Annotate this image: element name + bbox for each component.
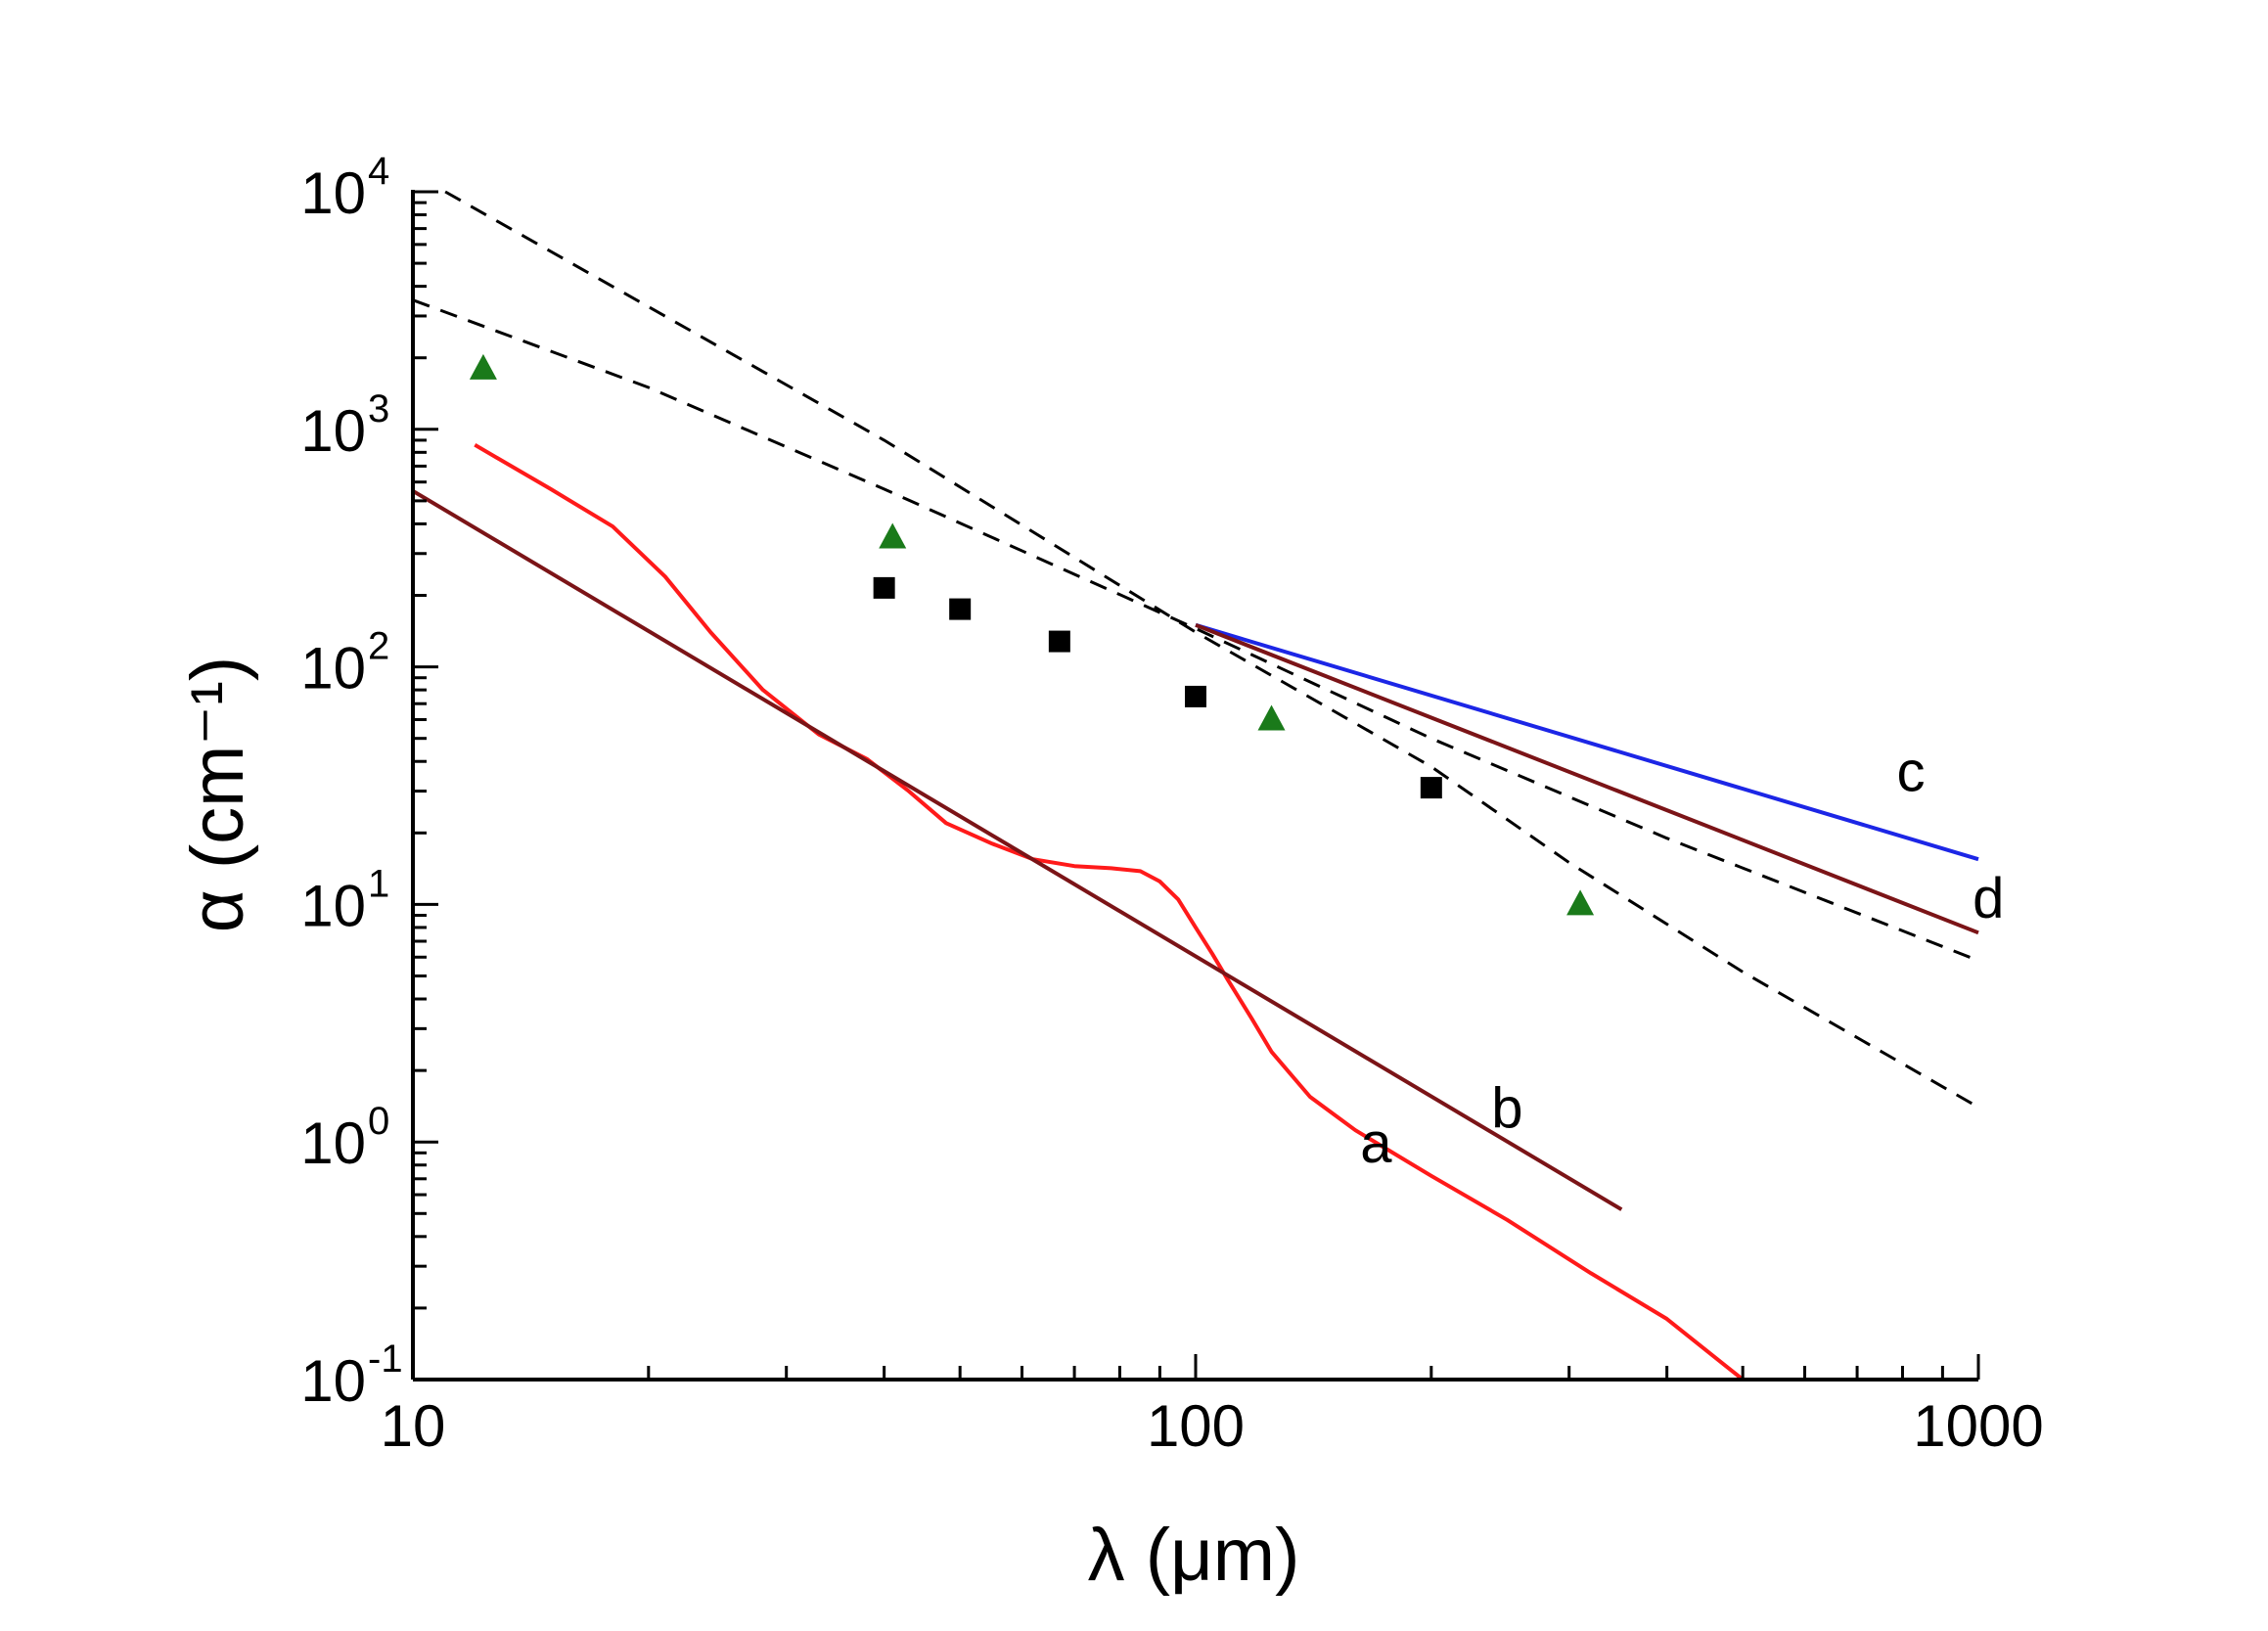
series-line-dashed-upper [444, 190, 1979, 1110]
data-point-triangle [1257, 704, 1286, 731]
series-line-a [474, 442, 1745, 1382]
y-tick-label: 10 [300, 1110, 366, 1176]
x-axis-title: λ (μm) [1088, 1514, 1300, 1597]
data-point-square [1048, 630, 1070, 653]
data-point-square [1185, 685, 1206, 707]
data-point-triangle [469, 353, 497, 380]
y-tick-label: 10 [300, 160, 366, 226]
x-tick-label: 10 [381, 1393, 446, 1459]
series-line-d [1195, 622, 1979, 935]
curve-label-a: a [1360, 1111, 1392, 1175]
curve-label-b: b [1491, 1076, 1522, 1140]
data-point-triangle [879, 522, 907, 549]
series-line-b [411, 489, 1623, 1211]
curve-label-d: d [1973, 867, 2004, 930]
data-point-square [873, 576, 895, 599]
y-tick-label: 10 [300, 398, 366, 464]
y-tick-exponent: 3 [368, 387, 389, 430]
y-tick-exponent: 0 [368, 1100, 389, 1143]
y-tick-exponent: 4 [368, 150, 389, 193]
y-tick-label: 10 [300, 1348, 366, 1414]
plot-markers [469, 353, 1595, 916]
y-axis-title: α (cm⁻¹) [176, 657, 259, 932]
x-tick-label: 100 [1147, 1393, 1245, 1459]
y-tick-exponent: 1 [368, 862, 389, 905]
y-tick-label: 10 [300, 636, 366, 702]
series-line-dashed-lower [412, 298, 1979, 963]
data-point-square [1420, 777, 1442, 799]
y-tick-exponent: 2 [368, 625, 389, 668]
curve-label-c: c [1897, 741, 1926, 804]
data-point-triangle [1566, 889, 1595, 916]
y-tick-label: 10 [300, 873, 366, 938]
plot-series [411, 190, 1979, 1382]
y-tick-exponent: -1 [368, 1337, 403, 1381]
series-line-c [1195, 622, 1979, 862]
plot-axes [411, 190, 1980, 1382]
data-point-square [949, 598, 972, 620]
x-tick-label: 1000 [1913, 1393, 2043, 1459]
